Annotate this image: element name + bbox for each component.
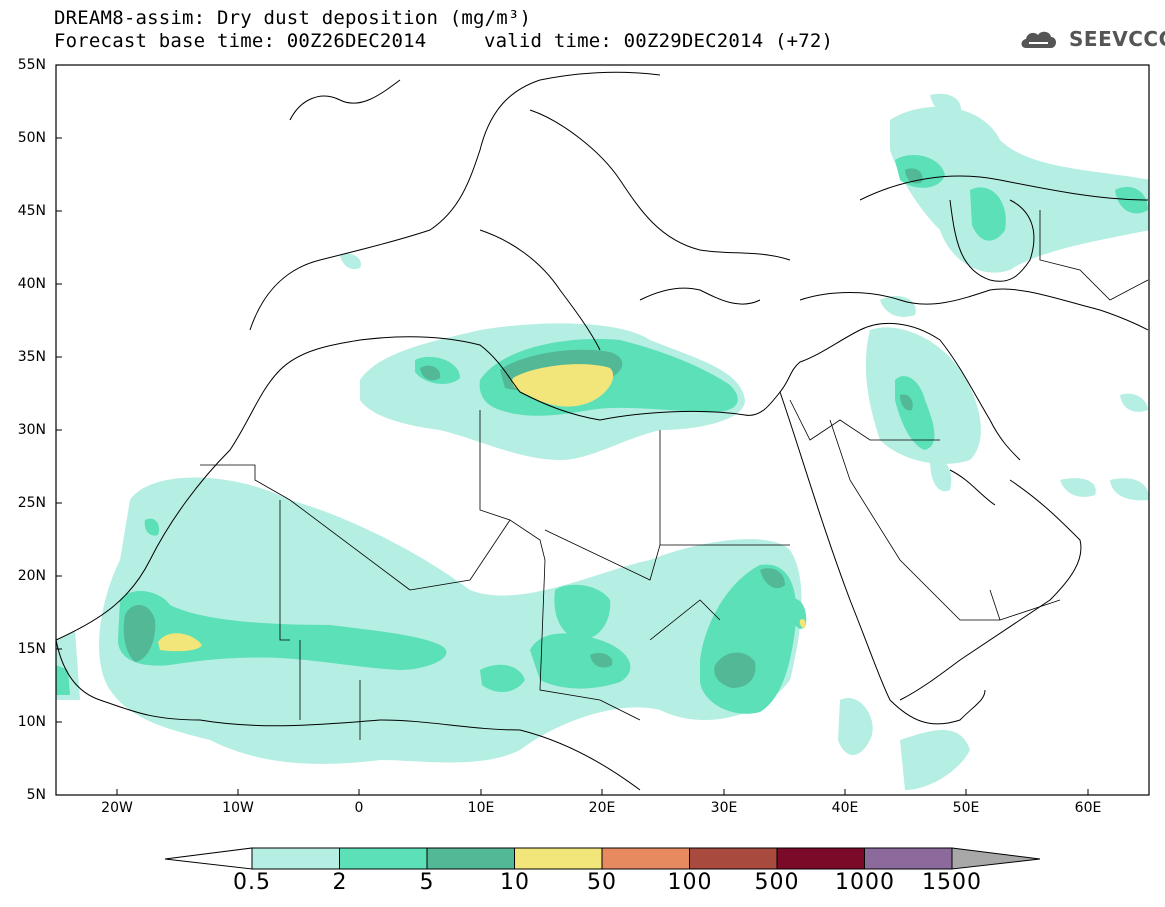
y-tick-label: 5N [26,787,46,803]
colorbar-box [426,847,515,870]
y-tick-label: 45N [17,203,46,219]
colorbar-label: 50 [587,870,617,895]
y-tick-label: 40N [17,276,46,292]
colorbar-label: 10 [500,870,530,895]
colorbar-label: 1500 [922,870,982,895]
colorbar-box [689,847,778,870]
x-tick-label: 10W [222,800,254,816]
x-tick-label: 0 [354,800,364,816]
x-tick-label: 40E [831,800,859,816]
y-tick-label: 35N [17,349,46,365]
x-tick-label: 30E [710,800,738,816]
colorbar-label: 5 [419,870,435,895]
colorbar-box [864,847,953,870]
y-tick-label: 10N [17,714,46,730]
colorbar-box [776,847,865,870]
seevccc-logo [1021,31,1057,48]
y-tick-label: 25N [17,495,46,511]
colorbar-under-triangle [164,847,253,870]
colorbar-label: 0.5 [233,870,271,895]
colorbar [164,847,1041,870]
cloud-icon [1021,31,1057,48]
y-tick-label: 15N [17,641,46,657]
colorbar-box [514,847,603,870]
country-borders [200,210,1149,740]
colorbar-label: 2 [332,870,348,895]
y-tick-label: 55N [17,57,46,73]
x-tick-label: 60E [1074,800,1102,816]
y-tick-label: 30N [17,422,46,438]
logo-text: SEEVCCC [1069,27,1165,51]
colorbar-label: 100 [667,870,713,895]
colorbar-over-triangle [951,847,1041,870]
colorbar-box [251,847,340,870]
colorbar-box [339,847,428,870]
x-tick-label: 20W [101,800,133,816]
colorbar-label: 1000 [835,870,895,895]
y-tick-label: 50N [17,130,46,146]
map-title: DREAM8-assim: Dry dust deposition (mg/m³… [54,7,532,29]
forecast-base-time: Forecast base time: 00Z26DEC2014 [54,30,427,52]
coastlines [56,71,1149,791]
x-tick-label: 50E [952,800,980,816]
x-tick-label: 10E [467,800,495,816]
valid-time: valid time: 00Z29DEC2014 (+72) [484,30,834,52]
axis-ticks [56,64,1089,795]
dust-level-10 [158,364,806,652]
colorbar-label: 500 [754,870,800,895]
dust-shading [56,93,1149,790]
y-tick-label: 20N [17,568,46,584]
x-tick-label: 20E [588,800,616,816]
colorbar-box [601,847,690,870]
